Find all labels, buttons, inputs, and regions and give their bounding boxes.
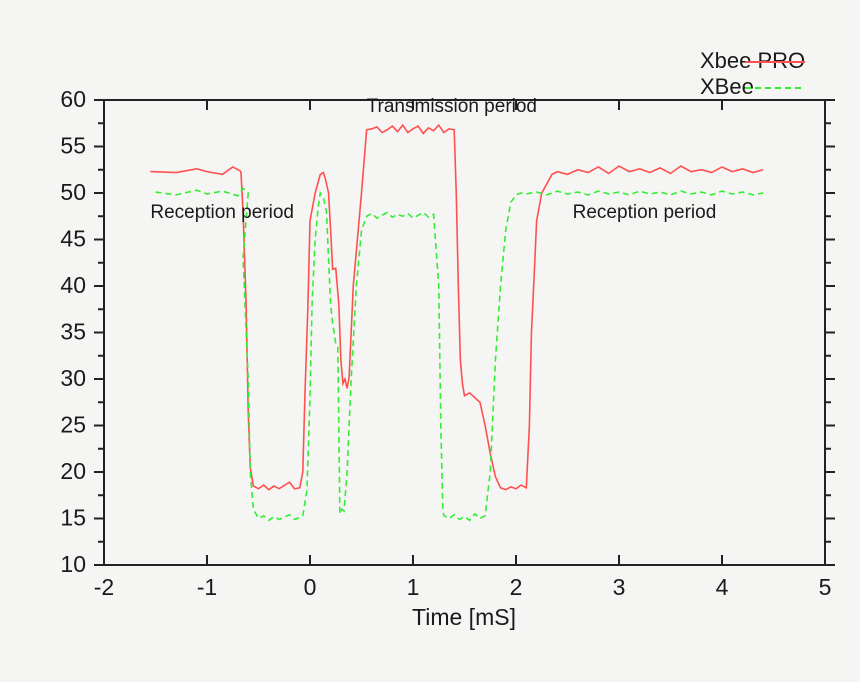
- y-tick-label-35: 35: [60, 319, 86, 345]
- x-axis-title: Time [mS]: [412, 604, 516, 630]
- x-tick-label-5: 5: [819, 574, 832, 600]
- legend-label-xbeepro: Xbee PRO: [700, 48, 805, 73]
- x-tick-label--1: -1: [197, 574, 217, 600]
- x-tick-label--2: -2: [94, 574, 114, 600]
- y-tick-label-15: 15: [60, 505, 86, 531]
- chart-container: 10 15 20 25 30 35 40 45 50 55 60 -2 -1 0 1 2 3 4 5 Time […: [0, 0, 860, 682]
- y-tick-label-25: 25: [60, 412, 86, 438]
- y-tick-label-40: 40: [60, 272, 86, 298]
- y-tick-label-55: 55: [60, 133, 86, 159]
- y-tick-label-10: 10: [60, 551, 86, 577]
- x-tick-label-4: 4: [716, 574, 729, 600]
- x-tick-label-0: 0: [304, 574, 317, 600]
- x-tick-label-3: 3: [613, 574, 626, 600]
- y-tick-label-60: 60: [60, 86, 86, 112]
- annotation-label-0: Reception period: [150, 202, 294, 223]
- x-tick-label-2: 2: [510, 574, 523, 600]
- annotation-label-2: Reception period: [573, 202, 717, 223]
- y-tick-label-20: 20: [60, 458, 86, 484]
- y-tick-label-45: 45: [60, 226, 86, 252]
- y-tick-label-30: 30: [60, 365, 86, 391]
- legend-label-xbee: XBee: [700, 74, 754, 99]
- y-tick-label-50: 50: [60, 179, 86, 205]
- annotation-label-1: Transmission period: [367, 96, 537, 117]
- x-tick-label-1: 1: [407, 574, 420, 600]
- current-time-chart-svg: 1015202530354045505560 -2 -1 0 1 2 3 4 5 Time […: [0, 0, 860, 682]
